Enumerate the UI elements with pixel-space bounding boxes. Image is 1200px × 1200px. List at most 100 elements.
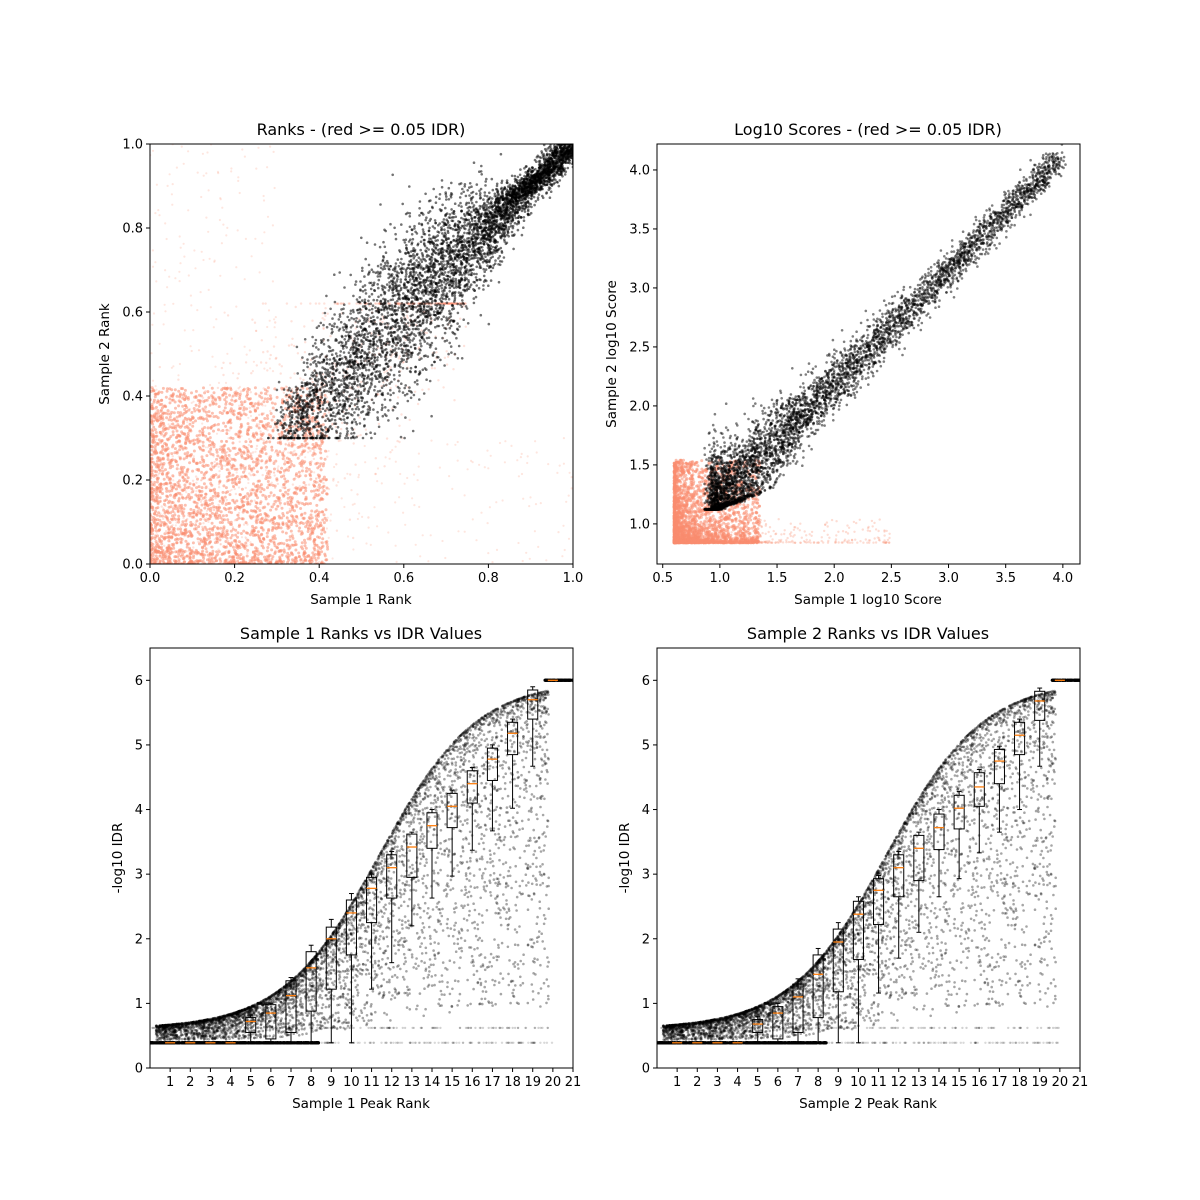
x-tick-label: 4 — [733, 1075, 741, 1090]
y-tick-label: 5 — [642, 738, 650, 753]
x-tick-label: 17 — [484, 1075, 501, 1090]
box — [486, 744, 498, 832]
x-tick-label: 14 — [931, 1075, 948, 1090]
x-axis-label: Sample 1 Rank — [310, 592, 412, 608]
pass-points — [267, 144, 573, 440]
ranks-scatter-panel: Ranks - (red >= 0.05 IDR) 0.0 0.2 0.4 0.6 0.… — [97, 120, 583, 608]
plot-frame — [656, 143, 1081, 565]
box — [305, 944, 317, 1044]
x-tick-label: 1.0 — [563, 571, 584, 586]
y-tick-label: 4 — [135, 803, 143, 818]
chart-title: Sample 2 Ranks vs IDR Values — [747, 624, 989, 643]
x-tick-label: 7 — [287, 1075, 295, 1090]
box — [184, 1042, 196, 1044]
box — [1034, 687, 1046, 767]
y-tick-label: 5 — [135, 738, 143, 753]
y-tick-label: 0.4 — [122, 390, 143, 405]
y-tick-label: 0 — [642, 1062, 650, 1077]
box — [671, 1042, 683, 1044]
x-tick-label: 0.6 — [393, 571, 414, 586]
boxplot — [164, 679, 559, 1044]
x-tick-label: 19 — [524, 1075, 541, 1090]
y-tick-label: 3.5 — [629, 222, 650, 237]
box — [953, 790, 965, 880]
x-tick-label: 3.0 — [938, 571, 959, 586]
x-tick-label: 3 — [206, 1075, 214, 1090]
x-tick-label: 5 — [754, 1075, 762, 1090]
box — [265, 1002, 277, 1044]
x-tick-label: 15 — [444, 1075, 461, 1090]
box — [852, 896, 864, 1044]
x-axis-label: Sample 2 Peak Rank — [799, 1096, 937, 1112]
x-tick-label: 6 — [267, 1075, 275, 1090]
y-tick-label: 2.0 — [629, 399, 650, 414]
box — [993, 745, 1005, 833]
box — [547, 679, 559, 682]
x-tick-label: 18 — [504, 1075, 521, 1090]
x-tick-label: 1.5 — [767, 571, 788, 586]
y-tick-label: 6 — [642, 674, 650, 689]
x-tick-label: 6 — [774, 1075, 782, 1090]
x-tick-label: 10 — [850, 1075, 867, 1090]
x-tick-label: 8 — [307, 1075, 315, 1090]
y-tick-label: 3 — [642, 868, 650, 883]
x-tick-label: 0.8 — [478, 571, 499, 586]
plot-frame — [149, 143, 574, 565]
box — [325, 918, 337, 1044]
plot-frame — [149, 647, 574, 1069]
x-tick-label: 11 — [363, 1075, 380, 1090]
x-tick-label: 3.5 — [995, 571, 1016, 586]
x-axis-label: Sample 1 Peak Rank — [292, 1096, 430, 1112]
x-tick-label: 20 — [545, 1075, 562, 1090]
box — [691, 1042, 703, 1044]
x-tick-label: 7 — [794, 1075, 802, 1090]
plot-frame — [656, 647, 1081, 1069]
x-tick-label: 2 — [186, 1075, 194, 1090]
y-tick-label: 1.0 — [122, 138, 143, 153]
x-tick-label: 0.0 — [140, 571, 161, 586]
box — [973, 768, 985, 854]
y-tick-label: 2 — [135, 932, 143, 947]
x-tick-label: 17 — [991, 1075, 1008, 1090]
box — [366, 873, 378, 990]
box — [893, 851, 905, 959]
x-tick-label: 4 — [226, 1075, 234, 1090]
box — [772, 1002, 784, 1044]
x-tick-label: 10 — [343, 1075, 360, 1090]
x-tick-label: 12 — [890, 1075, 907, 1090]
x-tick-label: 4.0 — [1053, 571, 1074, 586]
x-tick-label: 1 — [673, 1075, 681, 1090]
box — [406, 831, 418, 927]
x-tick-label: 0.5 — [652, 571, 673, 586]
y-tick-label: 4.0 — [629, 163, 650, 178]
y-axis-label: -log10 IDR — [617, 823, 633, 894]
x-tick-label: 9 — [327, 1075, 335, 1090]
y-tick-label: 2.5 — [629, 340, 650, 355]
x-tick-label: 12 — [383, 1075, 400, 1090]
y-tick-label: 0 — [135, 1062, 143, 1077]
box — [285, 977, 297, 1044]
x-tick-label: 21 — [1072, 1075, 1089, 1090]
box — [446, 789, 458, 877]
box — [752, 1015, 764, 1044]
x-tick-label: 1 — [166, 1075, 174, 1090]
box — [913, 831, 925, 933]
sample1-idr-panel: Sample 1 Ranks vs IDR Values 1 2 3 4 5 6 7 8 9 10… — [110, 624, 581, 1112]
box — [386, 851, 398, 964]
y-tick-label: 6 — [135, 674, 143, 689]
box — [164, 1042, 176, 1044]
x-axis-label: Sample 1 log10 Score — [794, 592, 942, 608]
fail-points — [672, 458, 891, 545]
y-tick-label: 0.8 — [122, 222, 143, 237]
box — [426, 809, 438, 899]
x-tick-label: 16 — [971, 1075, 988, 1090]
box — [225, 1042, 237, 1044]
box — [466, 767, 478, 851]
box — [245, 1014, 257, 1044]
y-tick-label: 1.0 — [629, 517, 650, 532]
box — [792, 978, 804, 1044]
x-tick-label: 0.2 — [224, 571, 245, 586]
x-tick-label: 14 — [424, 1075, 441, 1090]
x-tick-label: 19 — [1031, 1075, 1048, 1090]
box — [711, 1042, 723, 1044]
